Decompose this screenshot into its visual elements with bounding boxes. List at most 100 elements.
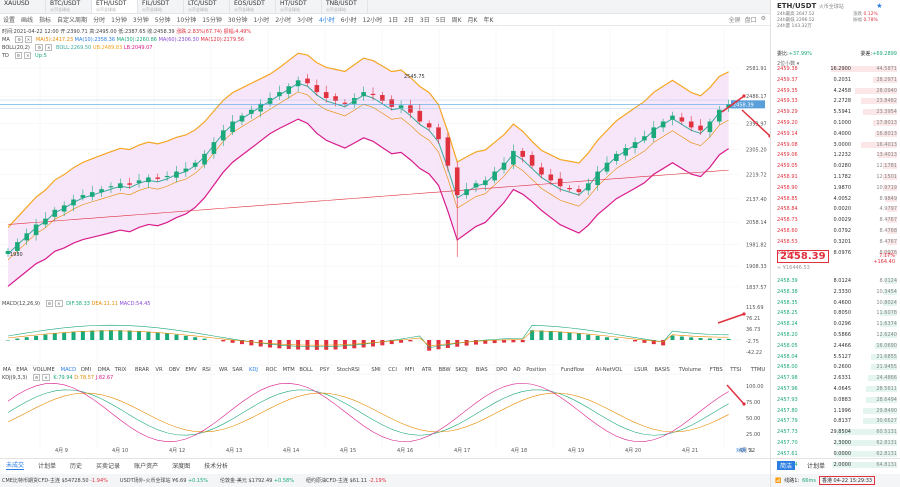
toolbar-item[interactable]: 1小时 [253,17,270,24]
ask-row[interactable]: 2459.38 16.2900 44.5871 [777,66,897,72]
toolbar-item[interactable]: 1日 [388,17,399,24]
ask-row[interactable]: 2458.84 0.0020 4.9797 [777,206,897,213]
toolbar-item[interactable]: 分时 [93,17,106,24]
indicator-settings-icon[interactable]: ⚙ [15,36,23,43]
bid-row[interactable]: 2457.61 0.0000 62.8131 [777,450,897,457]
bid-row[interactable]: 2458.00 0.2600 21.9455 [777,364,897,371]
toolbar-item[interactable]: 周K [451,17,462,24]
ticker-item[interactable]: 伦敦金-美元 $1792.49 +0.58% [220,477,294,484]
bid-row[interactable]: 2457.79 0.8137 30.6627 [777,418,897,425]
symbol-tab[interactable]: ETH/USDT 火币全球站 [92,0,138,13]
toolbar-item[interactable]: 5分钟 [154,17,171,24]
toolbar-item[interactable]: 4小时 [318,17,335,24]
symbol-tab[interactable]: FIL/USDT 火币全球站 [138,0,184,13]
star-icon[interactable]: ★ [876,2,883,10]
bid-row[interactable]: 2457.98 2.6331 24.4866 [777,375,897,382]
bid-row[interactable]: 2458.24 0.0296 11.6374 [777,321,897,328]
ticker-item[interactable]: USDT场外-火币全球站 ¥6.69 +0.15% [120,477,208,484]
bid-row[interactable]: 2458.39 8.0124 8.0124 [777,278,897,284]
ask-row[interactable]: 2459.37 0.2031 28.2971 [777,76,897,83]
ask-row[interactable]: 2459.14 0.4000 16.8013 [777,130,897,137]
chart-canvas[interactable]: 2581.912486.172393.972305.202219.722137.… [0,0,770,458]
indicator-settings-icon[interactable]: ⚙ [35,44,44,51]
indicator-close-icon[interactable]: ✕ [45,44,53,51]
ask-row[interactable]: 2459.06 1.2232 13.4013 [777,152,897,159]
ticker-item[interactable]: CME比特币期货CFD-主连 $54728.50 -1.94% [2,477,108,484]
symbol-tab[interactable]: EOS/USDT 火币全球站 [230,0,276,13]
toolbar-item[interactable]: 30分钟 [227,17,248,24]
symbol-tab[interactable]: XAUUSD [0,0,46,13]
toolbar-item[interactable]: 3分钟 [132,17,149,24]
macd-bar [34,335,39,340]
ob-footer-tab[interactable]: 计划单 [807,462,826,470]
toolbar-item[interactable]: 2小时 [275,17,292,24]
ask-row[interactable]: 2458.60 0.0792 8.4768 [777,228,897,234]
ask-row[interactable]: 2459.29 5.5941 23.3954 [777,109,897,116]
symbol-tab[interactable]: TNB/USDT 火币全球站 [322,0,368,13]
depth-bar [877,152,897,159]
indicator-settings-icon[interactable]: ⚙ [32,374,41,381]
ob-dep-val: +37.99% [788,51,812,57]
toolbar-item[interactable]: 1分钟 [111,17,127,24]
indicator-close-icon[interactable]: ✕ [24,36,33,43]
ask-row[interactable]: 2458.91 1.1782 12.1501 [777,174,897,180]
toolbar-item[interactable]: 画线 [21,17,34,24]
toolbar-item[interactable]: 10分钟 [176,17,197,24]
bottom-tab[interactable]: 深度图 [172,462,191,470]
ask-row[interactable]: 2458.85 4.0052 8.9849 [777,195,897,202]
toolbar-right-button[interactable]: 盘口 [744,17,757,24]
bid-row[interactable]: 2457.70 2.3000 62.8131 [777,440,897,446]
toolbar-item[interactable]: 月K [467,17,478,24]
ask-row[interactable]: 2458.73 0.0029 8.4767 [777,217,897,224]
bid-row[interactable]: 2457.93 0.0883 28.6494 [777,396,897,403]
toolbar-item[interactable]: 3日 [419,17,430,24]
indicator-close-icon[interactable]: ✕ [55,300,63,307]
ask-row[interactable]: 2458.40 8.0976 8.0976 [777,249,897,256]
toolbar-item[interactable]: 指标 [39,17,52,24]
bid-row[interactable]: 2458.25 0.8050 11.6078 [777,310,897,317]
toolbar-item[interactable]: 年K [483,17,494,24]
ask-row[interactable]: 2459.05 0.0280 12.1781 [777,163,897,170]
ask-row[interactable]: 2459.08 3.0000 16.4013 [777,141,897,148]
indicator-settings-icon[interactable]: ⚙ [45,300,54,307]
ask-row[interactable]: 2458.90 1.9870 10.9719 [777,184,897,191]
bid-row[interactable]: 2458.20 0.5866 12.6240 [777,332,897,338]
bottom-tab[interactable]: 买卖记录 [96,462,121,470]
ask-row[interactable]: 2459.33 2.2728 23.8482 [777,98,897,105]
toolbar-item[interactable]: 6小时 [340,17,357,24]
toolbar-item[interactable]: 3小时 [297,17,313,24]
bid-row[interactable]: 2457.73 29.8504 60.5131 [777,429,897,436]
bottom-tab[interactable]: 未成交 [6,462,25,470]
toolbar-item[interactable]: 12小时 [362,17,383,24]
ask-row[interactable]: 2459.20 0.1000 17.8013 [777,120,897,126]
indicator-close-icon[interactable]: ✕ [24,52,32,59]
indicator-settings-icon[interactable]: ⚙ [14,52,23,59]
bid-row[interactable]: 2458.38 2.3330 10.3454 [777,288,897,295]
bid-row[interactable]: 2457.96 4.0645 28.5611 [777,386,897,392]
symbol-tab[interactable]: LTC/USDT 火币全球站 [184,0,230,13]
ticker-item[interactable]: 纽约原油CFD-主连 $61.11 -2.19% [306,477,386,484]
toolbar-item[interactable]: 2日 [404,17,414,24]
bid-row[interactable]: 2458.35 0.4600 10.8024 [777,299,897,306]
row-price: 2459.38 [777,66,798,72]
ob-footer-tab[interactable]: 简洁 [777,460,796,470]
bid-row[interactable]: 2457.80 1.1996 29.8490 [777,407,897,414]
precision-select[interactable]: 2位小数 ▾ [777,61,800,67]
bottom-tab[interactable]: 技术分析 [204,462,229,470]
bottom-tab[interactable]: 账户资产 [134,462,159,470]
ask-row[interactable]: 2459.35 4.2458 28.0940 [777,87,897,94]
toolbar-item[interactable]: 5日 [435,17,446,24]
toolbar-item[interactable]: 15分钟 [202,17,222,24]
symbol-tab[interactable]: HT/USDT 火币全球站 [276,0,322,13]
toolbar-right-button[interactable]: 全屏 [728,17,741,24]
toolbar-item[interactable]: 自定义周期 [57,17,88,24]
bid-row[interactable]: 2458.05 2.4466 16.0690 [777,342,897,349]
symbol-tab[interactable]: BTC/USDT 火币全球站 [46,0,92,13]
toolbar-item[interactable]: 设置 [3,17,16,24]
bottom-tab[interactable]: 计划单 [38,462,57,470]
bid-row[interactable]: 2458.04 5.5127 21.6855 [777,353,897,360]
ask-row[interactable]: 2458.53 0.3201 8.4767 [777,238,897,245]
indicator-close-icon[interactable]: ✕ [42,374,50,381]
toolbar-right-button[interactable]: ⚙ [760,15,766,22]
bottom-tab[interactable]: 历史 [70,462,83,470]
